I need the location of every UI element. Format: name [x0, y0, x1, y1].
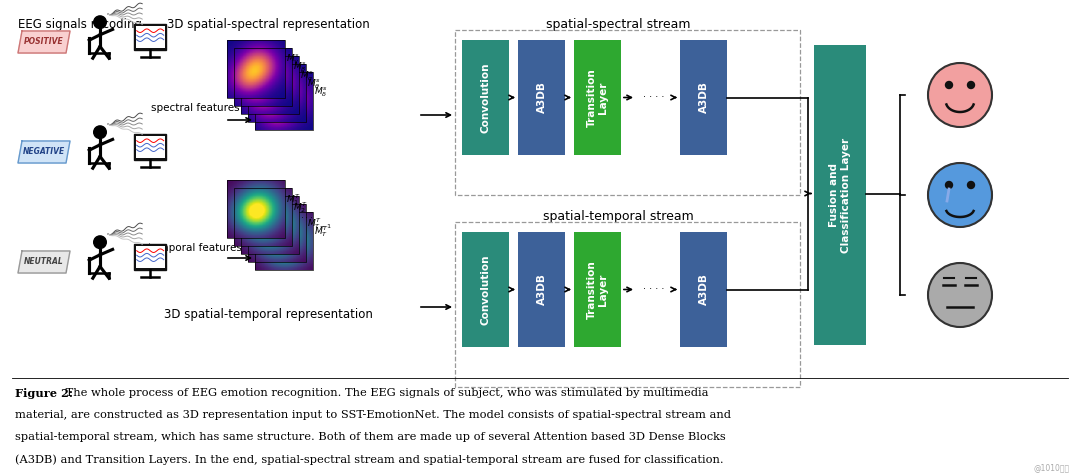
- Bar: [134, 244, 166, 269]
- Text: A3DB: A3DB: [699, 81, 708, 113]
- Text: spectral features: spectral features: [151, 103, 240, 113]
- Text: Figure 2:: Figure 2:: [15, 388, 73, 399]
- Bar: [462, 232, 509, 347]
- Text: $M_\delta^s$: $M_\delta^s$: [314, 85, 327, 99]
- Text: A3DB: A3DB: [537, 274, 546, 306]
- Circle shape: [94, 236, 106, 248]
- Text: (A3DB) and Transition Layers. In the end, spatial-spectral stream and spatial-te: (A3DB) and Transition Layers. In the end…: [15, 454, 724, 465]
- Text: The whole process of EEG emotion recognition. The EEG signals of subject, who wa: The whole process of EEG emotion recogni…: [62, 388, 708, 398]
- Circle shape: [968, 181, 974, 188]
- Text: $M_1^T$: $M_1^T$: [286, 192, 300, 208]
- Text: $M_2^T$: $M_2^T$: [293, 200, 308, 216]
- Bar: [518, 40, 565, 155]
- Bar: [234, 48, 292, 106]
- Circle shape: [94, 16, 106, 29]
- Text: NEGATIVE: NEGATIVE: [23, 148, 65, 157]
- Text: $M_{T-1}^T$: $M_{T-1}^T$: [307, 217, 332, 231]
- Text: spatial-temporal stream, which has same structure. Both of them are made up of s: spatial-temporal stream, which has same …: [15, 432, 726, 442]
- Polygon shape: [18, 141, 70, 163]
- Text: A3DB: A3DB: [537, 81, 546, 113]
- Bar: [255, 212, 313, 270]
- Bar: [136, 136, 164, 158]
- Circle shape: [928, 263, 993, 327]
- Bar: [234, 188, 292, 246]
- Circle shape: [94, 126, 106, 139]
- Text: 3D spatial-spectral representation: 3D spatial-spectral representation: [166, 18, 369, 31]
- Bar: [134, 134, 166, 159]
- Text: Transition
Layer: Transition Layer: [586, 68, 608, 127]
- Bar: [248, 64, 306, 122]
- Polygon shape: [18, 31, 70, 53]
- Text: spatial-temporal stream: spatial-temporal stream: [542, 210, 693, 223]
- Bar: [462, 40, 509, 155]
- Bar: [455, 222, 800, 387]
- Text: NEUTRAL: NEUTRAL: [24, 258, 64, 267]
- Text: material, are constructed as 3D representation input to SST-EmotionNet. The mode: material, are constructed as 3D represen…: [15, 410, 731, 420]
- Text: $M_\theta^s$: $M_\theta^s$: [307, 77, 321, 91]
- Bar: [136, 26, 164, 48]
- Circle shape: [928, 163, 993, 227]
- Text: $M_\alpha^s$: $M_\alpha^s$: [300, 69, 314, 83]
- Bar: [455, 30, 800, 195]
- Text: A3DB: A3DB: [699, 274, 708, 306]
- Bar: [241, 56, 299, 114]
- Bar: [227, 40, 285, 98]
- Bar: [248, 204, 306, 262]
- Circle shape: [928, 63, 993, 127]
- Text: · · · ·: · · · ·: [644, 285, 664, 295]
- Text: $M_\beta^s$: $M_\beta^s$: [293, 61, 307, 75]
- Text: Transition
Layer: Transition Layer: [586, 260, 608, 319]
- Text: @1010博客: @1010博客: [1034, 463, 1070, 472]
- Text: spatial-spectral stream: spatial-spectral stream: [545, 18, 690, 31]
- Bar: [573, 232, 621, 347]
- Bar: [518, 232, 565, 347]
- Text: temporal features: temporal features: [148, 243, 242, 253]
- Bar: [134, 24, 166, 50]
- Bar: [136, 246, 164, 268]
- Bar: [227, 180, 285, 238]
- Bar: [255, 72, 313, 130]
- Text: · · · ·: · · · ·: [644, 92, 664, 102]
- Bar: [573, 40, 621, 155]
- Text: $M_T^T$: $M_T^T$: [314, 225, 328, 239]
- Bar: [680, 232, 727, 347]
- Text: Convolution: Convolution: [481, 62, 490, 133]
- Bar: [814, 45, 866, 345]
- Text: EEG signals recoding: EEG signals recoding: [18, 18, 141, 31]
- Text: 3D spatial-temporal representation: 3D spatial-temporal representation: [163, 308, 373, 321]
- Text: Fusion and
Classification Layer: Fusion and Classification Layer: [829, 138, 851, 253]
- Bar: [680, 40, 727, 155]
- Circle shape: [945, 81, 953, 89]
- Bar: [241, 196, 299, 254]
- Polygon shape: [18, 251, 70, 273]
- Text: $M_\gamma^s$: $M_\gamma^s$: [286, 53, 300, 67]
- Circle shape: [968, 81, 974, 89]
- Circle shape: [945, 181, 953, 188]
- Text: POSITIVE: POSITIVE: [24, 38, 64, 47]
- Text: Convolution: Convolution: [481, 254, 490, 325]
- Text: $...$: $...$: [300, 211, 313, 220]
